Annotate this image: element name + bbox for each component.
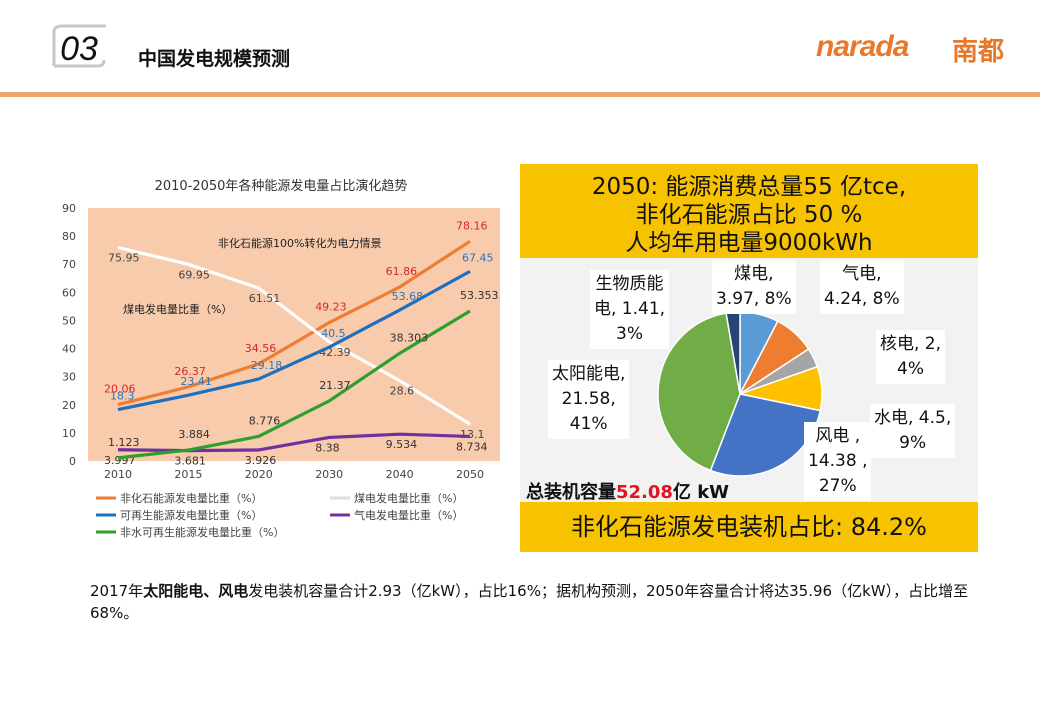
x-tick-label: 2040 [386,468,414,481]
panel-footer: 非化石能源发电装机占比: 84.2% [520,502,978,552]
y-tick-label: 80 [62,230,76,243]
x-tick-label: 2020 [245,468,273,481]
line-chart: 2010-2050年各种能源发电量占比演化趋势 0 10 20 30 40 50 60 70 80… [48,168,513,553]
data-label: 61.51 [249,292,280,305]
x-tick-label: 2030 [315,468,343,481]
pie-label-gas: 气电, 4.24, 8% [820,260,904,314]
panel-header-line-3: 人均年用电量9000kWh [625,230,873,256]
panel-header: 2050: 能源消费总量55 亿tce, 非化石能源占比 50 % 人均年用电量… [520,164,978,258]
x-tick-label: 2010 [104,468,132,481]
pie-label-coal: 煤电, 3.97, 8% [712,260,796,314]
legend-entry: 煤电发电量比重（%） [354,491,463,505]
data-label: 3.926 [245,454,276,467]
data-label: 69.95 [178,268,210,281]
pie-label-wind: 风电 , 14.38 , 27% [804,422,872,501]
data-label: 75.95 [108,251,140,264]
data-label: 53.68 [392,290,424,303]
logo-latin: narada [816,30,909,63]
pie-chart-svg [657,311,823,477]
slide-number-badge: 03 [52,24,106,68]
data-label: 29.18 [251,359,282,372]
panel-header-line-1: 2050: 能源消费总量55 亿tce, [591,174,907,200]
legend-entry: 非水可再生能源发电量比重（%） [120,525,284,539]
y-tick-label: 0 [69,455,76,468]
page-title: 中国发电规模预测 [138,48,291,70]
x-tick-label: 2015 [174,468,202,481]
total-capacity-value: 52.08 [616,482,673,503]
pie-slice [657,312,741,472]
line-chart-svg: 2010-2050年各种能源发电量占比演化趋势01020304050607080… [62,178,500,539]
header-divider [0,92,1040,97]
series-line [117,309,471,460]
data-label: 53.353 [460,289,499,302]
data-label: 67.45 [462,251,494,264]
pie-label-hydro: 水电, 4.5, 9% [870,404,956,458]
data-label: 78.16 [456,219,488,232]
data-label: 8.734 [456,440,488,453]
pie-label-bio: 生物质能 电, 1.41, 3% [590,270,670,349]
y-tick-label: 70 [62,258,76,271]
data-label: 23.41 [180,375,212,388]
series-line [117,245,471,426]
series-line [117,269,471,412]
data-label: 28.6 [390,385,415,398]
data-label: 9.534 [386,438,418,451]
data-label: 38.303 [390,331,429,344]
data-label: 3.884 [178,428,210,441]
logo-cn: 南都 [952,37,1005,67]
data-label: 1.123 [108,436,140,449]
chart-annotation: 非化石能源100%转化为电力情景 [218,236,381,250]
panel-header-line-2: 非化石能源占比 50 % [635,202,863,228]
y-tick-label: 20 [62,399,76,412]
legend-entry: 气电发电量比重（%） [354,508,463,522]
data-label: 49.23 [315,301,347,314]
data-label: 8.38 [315,441,340,454]
legend-entry: 非化石能源发电量比重（%） [120,491,262,505]
y-tick-label: 10 [62,427,76,440]
data-label: 26.37 [174,365,206,378]
caption-text: 2017年太阳能电、风电发电装机容量合计2.93（亿kW），占比16%；据机构预… [90,582,969,622]
series-line [117,239,471,407]
y-tick-label: 90 [62,202,76,215]
pie-panel: 2050: 能源消费总量55 亿tce, 非化石能源占比 50 % 人均年用电量… [520,164,978,552]
chart-title: 2010-2050年各种能源发电量占比演化趋势 [155,178,408,194]
data-label: 61.86 [386,265,418,278]
data-label: 20.06 [104,383,136,396]
data-label: 8.776 [249,414,280,427]
slide-number-text: 03 [60,30,98,68]
data-label: 34.56 [245,342,276,355]
data-label: 40.5 [321,327,346,340]
data-label: 18.3 [110,390,135,403]
pie-label-nuclear: 核电, 2, 4% [876,330,946,384]
coal-series-label: 煤电发电量比重（%） [123,302,232,316]
pie-label-solar: 太阳能电, 21.58, 41% [548,360,630,439]
total-capacity: 总装机容量52.08亿 kW [526,482,730,503]
data-label: 3.681 [174,455,206,468]
data-label: 21.37 [319,379,351,392]
legend-entry: 可再生能源发电量比重（%） [120,508,262,522]
x-tick-label: 2050 [456,468,484,481]
y-tick-label: 30 [62,371,76,384]
y-tick-label: 50 [62,314,76,327]
y-tick-label: 40 [62,343,76,356]
y-tick-label: 60 [62,286,76,299]
